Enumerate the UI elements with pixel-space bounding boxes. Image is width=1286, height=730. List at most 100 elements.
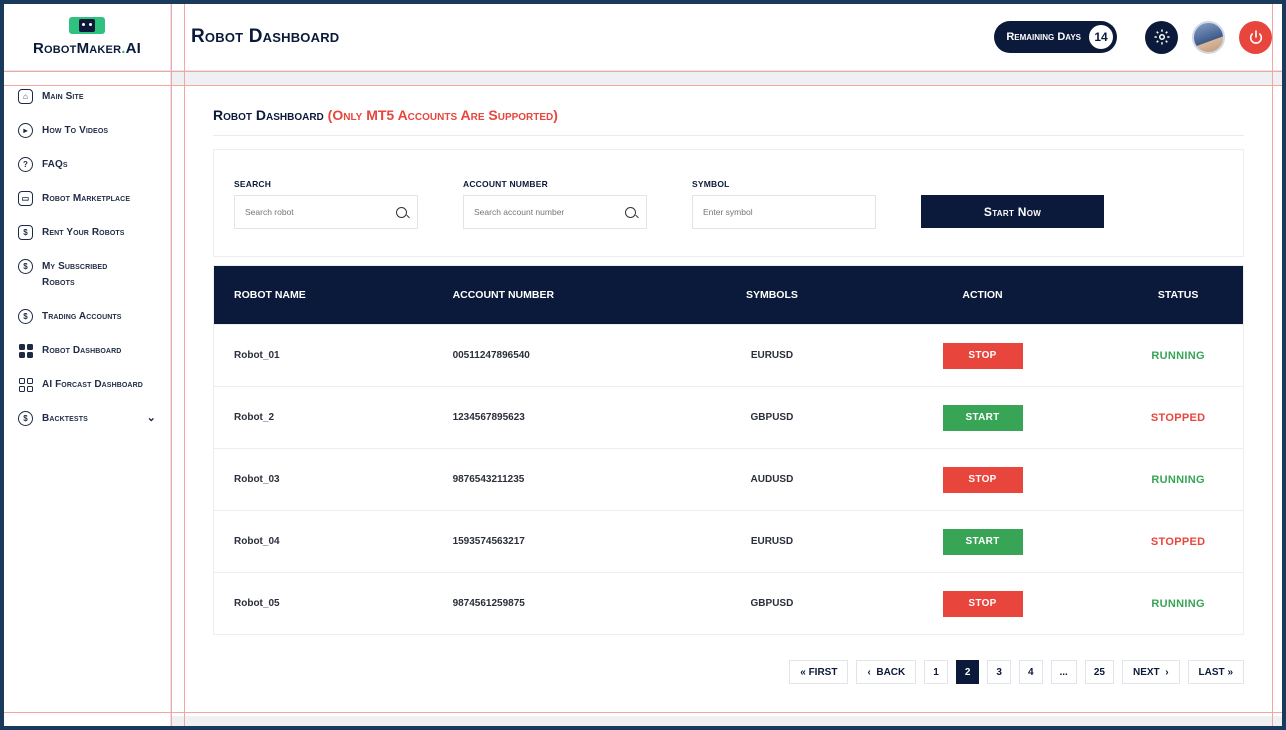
robot-name: Robot_05: [234, 598, 280, 609]
search-label: SEARCH: [234, 179, 272, 189]
sidebar-item-label: How To Videos: [42, 125, 109, 136]
power-icon: [1249, 30, 1262, 44]
search-field: SEARCH: [234, 179, 418, 229]
play-icon: ▸: [18, 123, 33, 138]
sidebar-item-robot-marketplace[interactable]: ▭ Robot Marketplace: [4, 191, 170, 207]
stop-button[interactable]: STOP: [942, 590, 1023, 617]
dollar-refresh-icon: $: [18, 309, 33, 324]
robot-logo-icon: [69, 17, 105, 34]
sidebar-item-faqs[interactable]: ? FAQs: [4, 157, 170, 173]
col-status: STATUS: [1157, 289, 1199, 301]
gear-icon: [1154, 29, 1169, 45]
symbol: EURUSD: [750, 536, 794, 547]
status-badge: RUNNING: [1151, 473, 1205, 486]
remaining-days-badge: Remaining Days 14: [994, 21, 1117, 53]
symbol: GBPUSD: [750, 412, 794, 423]
col-robot-name: ROBOT NAME: [234, 289, 306, 301]
sidebar-item-label: Trading Accounts: [42, 311, 122, 322]
app-window: RobotMaker.AI ⌂ Main Site ▸ How To Video…: [4, 4, 1282, 726]
header-divider-band: [171, 71, 1282, 85]
pagination-page[interactable]: 3: [987, 660, 1011, 684]
start-button[interactable]: START: [942, 528, 1023, 555]
search-icon[interactable]: [396, 206, 407, 218]
sidebar-item-label: Main Site: [42, 91, 84, 102]
status-badge: STOPPED: [1150, 535, 1206, 548]
col-action: ACTION: [962, 289, 1003, 301]
start-button[interactable]: START: [942, 404, 1023, 431]
footer-band: [171, 716, 1282, 726]
sidebar-item-backtests[interactable]: $ Backtests ⌄: [4, 411, 170, 427]
pagination-back[interactable]: ‹ BACK: [856, 660, 917, 684]
account-number-input[interactable]: [474, 207, 625, 217]
dollar-refresh-icon: $: [18, 259, 33, 274]
pagination-next[interactable]: NEXT ›: [1121, 660, 1180, 684]
pagination-first[interactable]: « FIRST: [789, 660, 849, 684]
action-cell: START: [852, 528, 1113, 555]
pagination-page-current[interactable]: 2: [955, 660, 980, 684]
col-account-number: ACCOUNT NUMBER: [452, 289, 555, 301]
chevron-down-icon[interactable]: ⌄: [146, 412, 156, 424]
account-number-label: ACCOUNT NUMBER: [463, 179, 548, 189]
robot-name: Robot_2: [234, 412, 274, 423]
sidebar-item-rent-your-robots[interactable]: $ Rent Your Robots: [4, 225, 170, 241]
guide-line: [4, 712, 1282, 713]
start-now-button[interactable]: Start Now: [921, 195, 1104, 228]
stop-button[interactable]: STOP: [942, 466, 1023, 493]
double-chevron-left-icon: «: [800, 666, 806, 678]
logout-button[interactable]: [1239, 20, 1272, 54]
mt5-warning: (Only MT5 Accounts Are Supported): [327, 107, 558, 123]
robots-table: ROBOT NAME ACCOUNT NUMBER SYMBOLS ACTION…: [213, 265, 1244, 635]
table-row: Robot_05 9874561259875 GBPUSD STOP RUNNI…: [214, 572, 1243, 634]
robot-name: Robot_01: [234, 350, 280, 361]
dollar-refresh-icon: $: [18, 411, 33, 426]
sidebar-nav: ⌂ Main Site ▸ How To Videos ? FAQs ▭ Rob…: [4, 71, 170, 427]
stop-button[interactable]: STOP: [942, 342, 1023, 369]
pagination-next-label: NEXT: [1132, 666, 1160, 678]
table-row: Robot_2 1234567895623 GBPUSD START STOPP…: [214, 386, 1243, 448]
sidebar: RobotMaker.AI ⌂ Main Site ▸ How To Video…: [4, 4, 171, 726]
brand-logo[interactable]: RobotMaker.AI: [4, 4, 170, 71]
account-number-field: ACCOUNT NUMBER: [463, 179, 647, 229]
sidebar-item-label: FAQs: [42, 159, 68, 170]
grid-outline-icon: [18, 377, 33, 392]
symbol: AUDUSD: [750, 474, 794, 485]
settings-button[interactable]: [1145, 20, 1178, 54]
col-symbols: SYMBOLS: [745, 289, 798, 301]
pagination-last[interactable]: LAST »: [1187, 660, 1244, 684]
pagination-page[interactable]: 25: [1084, 660, 1114, 684]
question-icon: ?: [18, 157, 33, 172]
symbol-input[interactable]: [703, 207, 865, 217]
pagination-page[interactable]: 1: [924, 660, 948, 684]
sidebar-item-label: Robot Dashboard: [42, 345, 122, 356]
section-title: Robot Dashboard (Only MT5 Accounts Are S…: [213, 107, 1244, 136]
guide-line: [1272, 4, 1273, 726]
search-icon[interactable]: [625, 206, 636, 218]
sidebar-item-robot-dashboard[interactable]: Robot Dashboard: [4, 343, 170, 359]
search-input-wrapper: [234, 195, 418, 229]
sidebar-item-main-site[interactable]: ⌂ Main Site: [4, 89, 170, 105]
sidebar-item-label: Backtests: [42, 413, 88, 424]
symbol-field: SYMBOL: [692, 179, 876, 229]
symbol-input-wrapper: [692, 195, 876, 229]
sidebar-item-how-to-videos[interactable]: ▸ How To Videos: [4, 123, 170, 139]
sidebar-item-trading-accounts[interactable]: $ Trading Accounts: [4, 309, 170, 325]
pagination-ellipsis: ...: [1050, 660, 1077, 684]
brand-name: RobotMaker.AI: [32, 40, 142, 57]
search-input[interactable]: [245, 207, 396, 217]
pagination-back-label: BACK: [876, 666, 906, 678]
main-content: Robot Dashboard (Only MT5 Accounts Are S…: [213, 85, 1244, 684]
status-badge: STOPPED: [1150, 411, 1206, 424]
symbol: GBPUSD: [750, 598, 794, 609]
action-cell: START: [852, 404, 1113, 431]
sidebar-item-ai-forcast-dashboard[interactable]: AI Forcast Dashboard: [4, 377, 170, 393]
pagination-last-label: LAST: [1198, 666, 1225, 678]
table-row: Robot_01 00511247896540 EURUSD STOP RUNN…: [214, 324, 1243, 386]
double-chevron-right-icon: »: [1227, 666, 1233, 678]
user-avatar[interactable]: [1192, 20, 1225, 54]
sidebar-item-my-subscribed-robots[interactable]: $ My Subscribed Robots: [4, 259, 170, 291]
pagination-page[interactable]: 4: [1018, 660, 1043, 684]
account-number: 9876543211235: [452, 474, 525, 485]
store-icon: ▭: [18, 191, 33, 206]
grid-icon: [18, 343, 33, 358]
dollar-icon: $: [18, 225, 33, 240]
